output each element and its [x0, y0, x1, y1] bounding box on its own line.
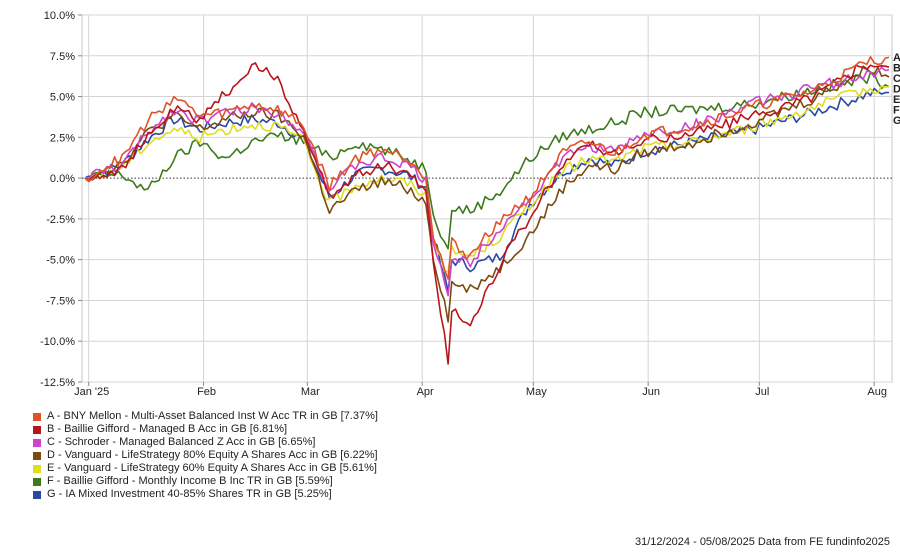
- x-axis: Jan '25 Feb Mar Apr May Jun Jul Aug: [74, 382, 887, 398]
- y-tick-label: 0.0%: [50, 173, 75, 185]
- legend-item: F - Baillie Gifford - Monthly Income B I…: [33, 475, 378, 488]
- legend-label: D - Vanguard - LifeStrategy 80% Equity A…: [47, 449, 378, 461]
- y-tick-label: -2.5%: [46, 214, 75, 226]
- series-line-a: [84, 55, 890, 280]
- x-tick-label: May: [526, 386, 547, 398]
- legend-item: G - IA Mixed Investment 40-85% Shares TR…: [33, 488, 378, 501]
- legend-swatch: [33, 425, 41, 434]
- y-tick-label: 10.0%: [44, 10, 75, 22]
- source-footer: 31/12/2024 - 05/08/2025 Data from FE fun…: [634, 536, 890, 548]
- legend-swatch: [33, 464, 41, 473]
- x-tick-label: Feb: [197, 386, 216, 398]
- legend-label: G - IA Mixed Investment 40-85% Shares TR…: [47, 488, 332, 500]
- y-tick-label: 5.0%: [50, 92, 75, 104]
- series-end-label-a: A: [893, 52, 900, 64]
- legend-label: B - Baillie Gifford - Managed B Acc in G…: [47, 423, 288, 435]
- series-end-label-g: G: [893, 115, 900, 127]
- legend-swatch: [33, 451, 41, 460]
- x-tick-label: Mar: [301, 386, 320, 398]
- x-tick-label: Apr: [417, 386, 434, 398]
- x-tick-label: Jun: [642, 386, 660, 398]
- legend-item: E - Vanguard - LifeStrategy 60% Equity A…: [33, 462, 378, 475]
- legend-swatch: [33, 477, 41, 486]
- legend-item: C - Schroder - Managed Balanced Z Acc in…: [33, 436, 378, 449]
- y-tick-label: -12.5%: [40, 377, 75, 389]
- legend-item: D - Vanguard - LifeStrategy 80% Equity A…: [33, 449, 378, 462]
- series-end-label-e: E: [893, 94, 900, 106]
- legend-label: F - Baillie Gifford - Monthly Income B I…: [47, 475, 333, 487]
- legend-item: A - BNY Mellon - Multi-Asset Balanced In…: [33, 410, 378, 423]
- y-tick-label: -7.5%: [46, 295, 75, 307]
- series-end-label-d: D: [893, 84, 900, 96]
- legend-item: B - Baillie Gifford - Managed B Acc in G…: [33, 423, 378, 436]
- series-line-b: [84, 62, 890, 365]
- y-tick-label: -10.0%: [40, 336, 75, 348]
- grid: [82, 14, 892, 383]
- legend-label: A - BNY Mellon - Multi-Asset Balanced In…: [47, 410, 378, 422]
- series-end-label-c: C: [893, 73, 900, 85]
- legend-label: E - Vanguard - LifeStrategy 60% Equity A…: [47, 462, 377, 474]
- x-tick-label: Jul: [755, 386, 769, 398]
- legend-swatch: [33, 490, 41, 499]
- series-end-label-f: F: [893, 105, 900, 117]
- legend-swatch: [33, 438, 41, 447]
- y-tick-label: -5.0%: [46, 255, 75, 267]
- series-lines: [84, 55, 890, 365]
- legend: A - BNY Mellon - Multi-Asset Balanced In…: [33, 410, 378, 501]
- series-end-label-b: B: [893, 63, 900, 75]
- y-tick-label: 2.5%: [50, 132, 75, 144]
- legend-label: C - Schroder - Managed Balanced Z Acc in…: [47, 436, 316, 448]
- series-line-d: [84, 65, 890, 323]
- x-tick-label: Jan '25: [74, 386, 109, 398]
- x-tick-label: Aug: [867, 386, 887, 398]
- y-tick-label: 7.5%: [50, 51, 75, 63]
- y-axis: 10.0% 7.5% 5.0% 2.5% 0.0% -2.5% -5.0% -7.5% -10.…: [40, 10, 82, 389]
- series-line-f: [85, 71, 890, 250]
- legend-swatch: [33, 412, 41, 421]
